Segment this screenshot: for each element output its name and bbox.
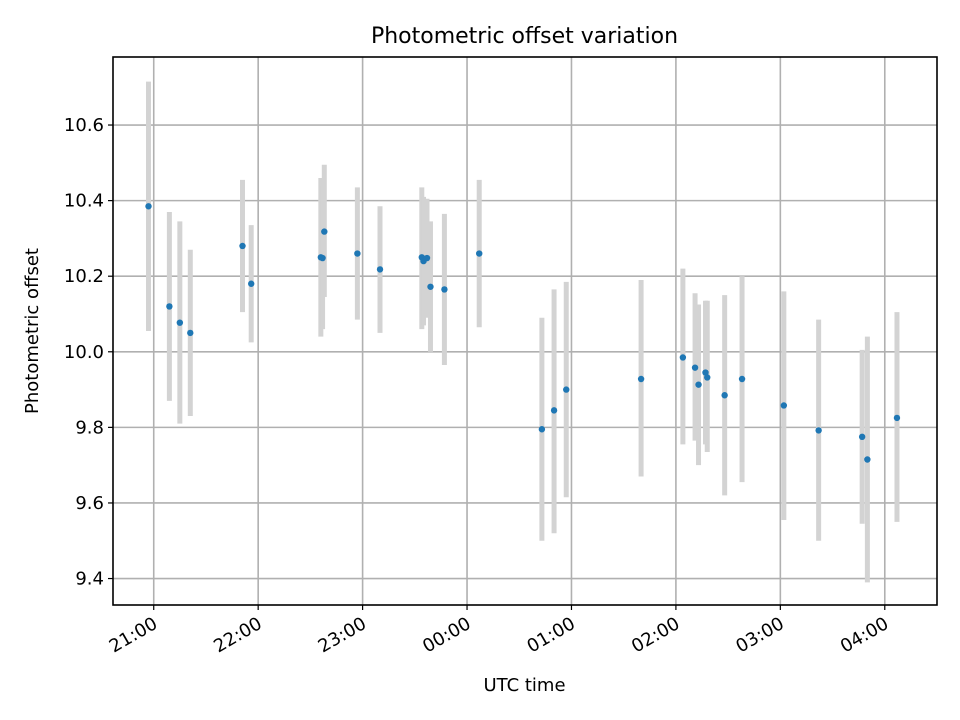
x-tick-label: 03:00 (732, 613, 787, 657)
data-point (538, 426, 546, 433)
data-point (702, 369, 709, 376)
y-tick-label: 10.2 (64, 266, 104, 287)
x-tick-label: 02:00 (628, 613, 683, 657)
data-point (176, 319, 184, 326)
x-axis-label: UTC time (483, 675, 565, 696)
data-point (376, 266, 384, 273)
data-point (679, 354, 687, 361)
grid (113, 57, 937, 605)
data-point (145, 203, 152, 210)
y-axis-ticks: 9.4 9.6 9.8 10.0 10.2 10.4 10.6 (64, 115, 113, 590)
y-tick-label: 9.6 (75, 493, 104, 514)
data-point (187, 329, 194, 337)
data-point (864, 456, 871, 463)
data-point (423, 254, 431, 262)
data-point (637, 375, 645, 383)
chart-title: Photometric offset variation (371, 24, 678, 49)
plot-frame (112, 56, 938, 606)
data-point (721, 392, 728, 399)
y-tick-label: 10.0 (64, 342, 104, 363)
y-axis-label: Photometric offset (22, 248, 43, 414)
y-tick-label: 9.4 (75, 569, 104, 590)
data-point (893, 414, 901, 422)
data-point (476, 250, 483, 257)
data-point (691, 364, 699, 371)
x-tick-label: 04:00 (837, 613, 892, 657)
data-point (780, 402, 788, 409)
x-axis-ticks: 21:00 22:00 23:00 00:00 01:00 02:00 03:00 04:00 (106, 605, 892, 657)
data-point (563, 386, 570, 393)
data-point (738, 375, 746, 383)
y-tick-label: 9.8 (75, 417, 104, 438)
data-point (550, 407, 558, 414)
data-point (248, 280, 255, 287)
x-tick-label: 01:00 (524, 613, 579, 657)
y-tick-label: 10.4 (64, 191, 104, 212)
data-point (815, 427, 822, 434)
data-point (695, 381, 702, 388)
x-tick-label: 23:00 (315, 613, 370, 657)
x-tick-label: 22:00 (210, 613, 265, 657)
error-bars (146, 81, 900, 583)
x-tick-label: 21:00 (106, 613, 161, 657)
data-points (145, 203, 901, 463)
data-point (321, 228, 328, 235)
data-point (441, 286, 448, 293)
data-point (166, 303, 173, 310)
data-point (354, 250, 361, 257)
data-point (427, 283, 434, 290)
data-point (858, 433, 866, 441)
data-point (319, 254, 326, 262)
data-point (704, 374, 711, 381)
x-tick-label: 00:00 (419, 613, 474, 657)
data-point (239, 242, 246, 250)
y-tick-label: 10.6 (64, 115, 104, 136)
